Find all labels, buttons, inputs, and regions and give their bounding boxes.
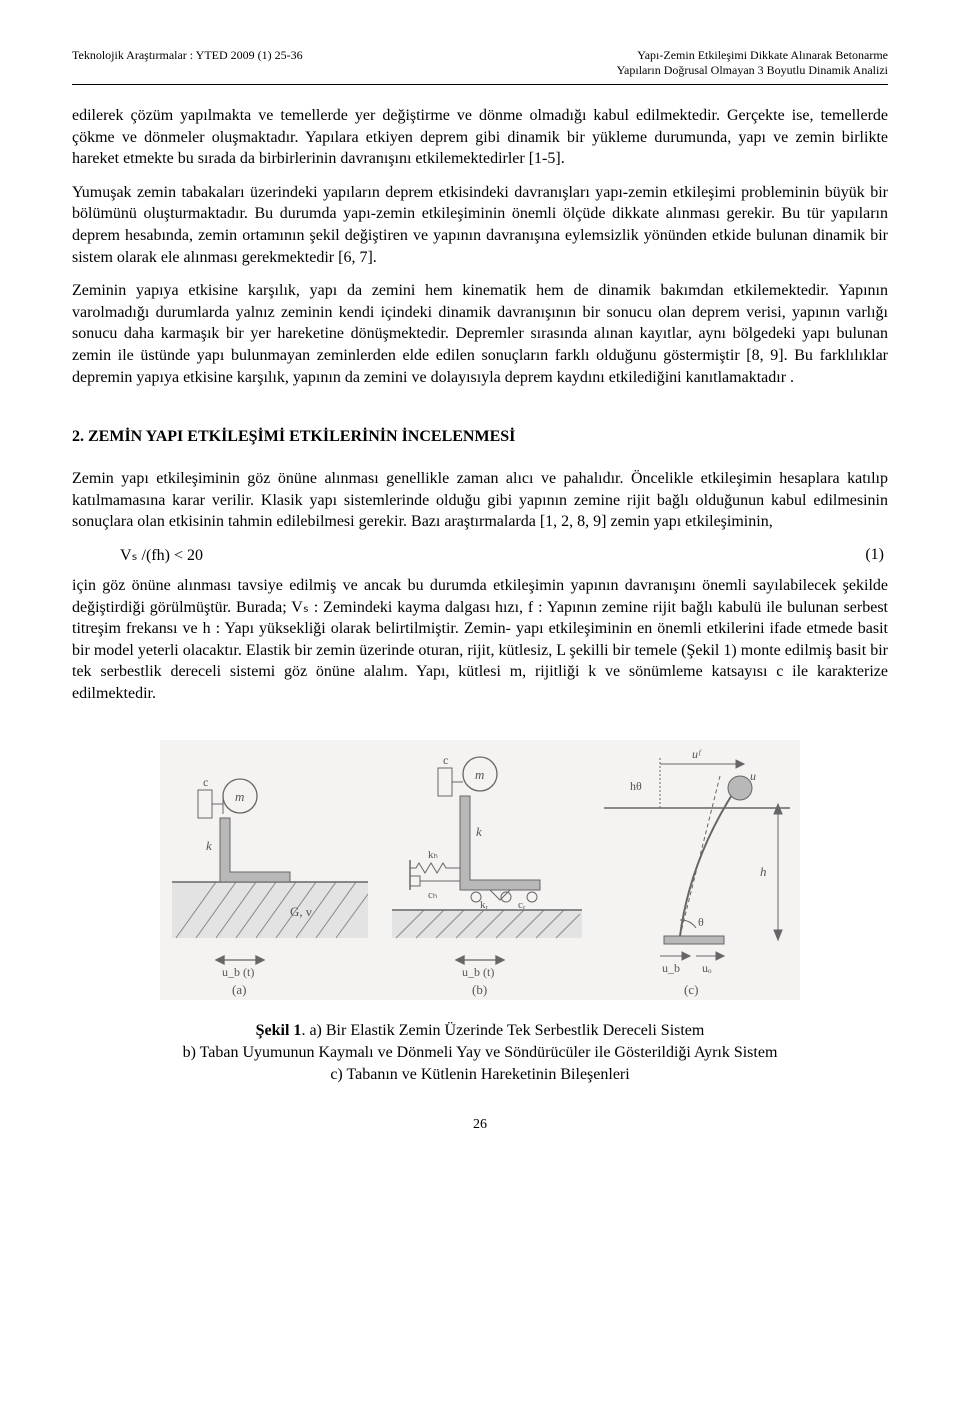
fig-b-ch-label: cₕ <box>428 889 437 901</box>
fig-c-h-label: h <box>760 864 767 879</box>
fig-c-label: (c) <box>684 982 698 997</box>
fig-c-uo-label: uₒ <box>702 961 712 975</box>
paragraph-2: Yumuşak zemin tabakaları üzerindeki yapı… <box>72 182 888 268</box>
fig-c-ub-label: u_b <box>662 961 680 975</box>
caption-line1: Şekil 1. a) Bir Elastik Zemin Üzerinde T… <box>72 1020 888 1042</box>
header-underline <box>72 84 888 85</box>
header-right-line1: Yapı-Zemin Etkileşimi Dikkate Alınarak B… <box>617 48 888 63</box>
running-header: Teknolojik Araştırmalar : YTED 2009 (1) … <box>72 48 888 78</box>
caption-rest1: . a) Bir Elastik Zemin Üzerinde Tek Serb… <box>301 1022 704 1039</box>
figure-1-svg: c m k G, ν u_b (t) (a) <box>160 740 800 1000</box>
page-number: 26 <box>72 1117 888 1133</box>
fig-c-theta-label: θ <box>698 915 704 929</box>
fig-b-ub-label: u_b (t) <box>462 965 494 979</box>
section-title: 2. ZEMİN YAPI ETKİLEŞİMİ ETKİLERİNİN İNC… <box>72 428 888 446</box>
fig-b-kh-label: kₕ <box>428 849 438 861</box>
fig-a-label: (a) <box>232 982 246 997</box>
fig-b-cr-label: cᵣ <box>518 899 526 911</box>
header-left: Teknolojik Araştırmalar : YTED 2009 (1) … <box>72 48 303 78</box>
equation-1: Vₛ /(fh) < 20 (1) <box>120 545 888 565</box>
fig-b-c-label: c <box>443 753 448 767</box>
header-right: Yapı-Zemin Etkileşimi Dikkate Alınarak B… <box>617 48 888 78</box>
fig-a-m-label: m <box>235 789 244 804</box>
equation-number: (1) <box>865 546 888 564</box>
fig-b-k-label: k <box>476 824 482 839</box>
paragraph-4: Zemin yapı etkileşiminin göz önüne alınm… <box>72 468 888 533</box>
paragraph-5: için göz önüne alınması tavsiye edilmiş … <box>72 575 888 705</box>
fig-a-c-label: c <box>203 775 208 789</box>
page-content: Teknolojik Araştırmalar : YTED 2009 (1) … <box>0 0 960 1173</box>
header-right-line2: Yapıların Doğrusal Olmayan 3 Boyutlu Din… <box>617 63 888 78</box>
fig-b-label: (b) <box>472 982 487 997</box>
caption-line3: c) Tabanın ve Kütlenin Hareketinin Bileş… <box>72 1064 888 1086</box>
paragraph-3: Zeminin yapıya etkisine karşılık, yapı d… <box>72 280 888 388</box>
caption-prefix: Şekil 1 <box>256 1022 302 1039</box>
figure-1-caption: Şekil 1. a) Bir Elastik Zemin Üzerinde T… <box>72 1020 888 1085</box>
fig-b-kr-label: kᵣ <box>480 899 489 911</box>
fig-a-gv-label: G, ν <box>290 904 312 919</box>
fig-a-ub-label: u_b (t) <box>222 965 254 979</box>
fig-a-k-label: k <box>206 838 212 853</box>
fig-c-u-label: u <box>750 769 756 783</box>
caption-line2: b) Taban Uyumunun Kaymalı ve Dönmeli Yay… <box>72 1042 888 1064</box>
paragraph-1: edilerek çözüm yapılmakta ve temellerde … <box>72 105 888 170</box>
fig-c-htheta-label: hθ <box>630 779 642 793</box>
equation-expression: Vₛ /(fh) < 20 <box>120 545 203 565</box>
fig-b-m-label: m <box>475 767 484 782</box>
figure-1: c m k G, ν u_b (t) (a) <box>72 740 888 1000</box>
